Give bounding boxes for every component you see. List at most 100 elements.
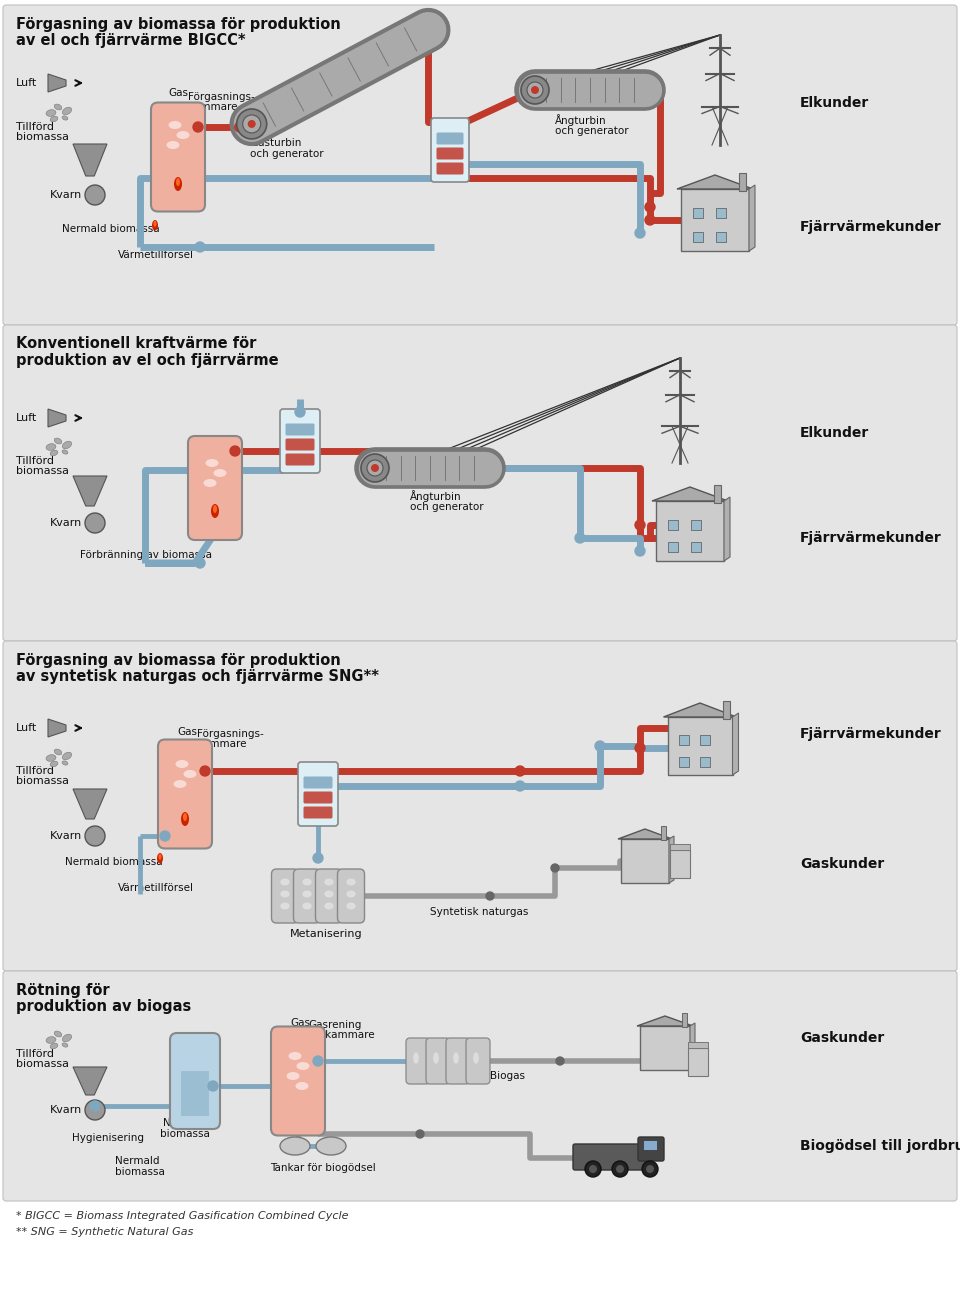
FancyBboxPatch shape <box>316 870 343 923</box>
FancyBboxPatch shape <box>3 970 957 1201</box>
Circle shape <box>521 76 549 104</box>
Bar <box>668 519 678 529</box>
Circle shape <box>635 546 645 556</box>
Text: Ångturbin: Ångturbin <box>410 490 462 502</box>
Bar <box>682 1013 687 1027</box>
Ellipse shape <box>297 1062 309 1070</box>
Text: kammare: kammare <box>201 466 251 476</box>
Ellipse shape <box>46 444 56 450</box>
Polygon shape <box>663 703 736 717</box>
Ellipse shape <box>46 110 56 116</box>
Text: Förgasning av biomassa för produktion: Förgasning av biomassa för produktion <box>16 17 341 31</box>
Ellipse shape <box>174 177 182 192</box>
Ellipse shape <box>46 754 56 761</box>
Ellipse shape <box>176 179 180 186</box>
Circle shape <box>200 766 210 776</box>
Text: Ångturbin: Ångturbin <box>555 114 607 126</box>
Text: Fjärrvärmekunder: Fjärrvärmekunder <box>800 220 942 234</box>
Circle shape <box>585 1161 601 1178</box>
Circle shape <box>160 831 170 841</box>
Bar <box>714 485 721 503</box>
Ellipse shape <box>62 1034 72 1042</box>
Ellipse shape <box>50 450 58 455</box>
Polygon shape <box>48 409 66 427</box>
Ellipse shape <box>54 1031 61 1036</box>
Text: Värmetillförsel: Värmetillförsel <box>118 250 194 260</box>
Circle shape <box>313 853 323 863</box>
Text: ** SNG = Synthetic Natural Gas: ** SNG = Synthetic Natural Gas <box>16 1227 193 1237</box>
Ellipse shape <box>62 107 72 115</box>
Text: Förgasning av biomassa för produktion: Förgasning av biomassa för produktion <box>16 652 341 668</box>
Ellipse shape <box>453 1052 459 1064</box>
Text: biomassa: biomassa <box>115 1167 165 1178</box>
Circle shape <box>195 242 205 252</box>
Ellipse shape <box>302 890 312 898</box>
FancyBboxPatch shape <box>285 439 315 450</box>
Polygon shape <box>73 144 107 176</box>
Text: Nermald biomassa: Nermald biomassa <box>65 857 162 867</box>
Polygon shape <box>732 713 738 775</box>
Circle shape <box>645 202 655 212</box>
Ellipse shape <box>50 1043 58 1049</box>
Text: Tankar för biogödsel: Tankar för biogödsel <box>270 1163 375 1172</box>
Ellipse shape <box>50 761 58 767</box>
Text: Tillförd: Tillförd <box>16 122 54 132</box>
Text: Tillförd: Tillförd <box>16 455 54 466</box>
FancyBboxPatch shape <box>3 325 957 641</box>
Circle shape <box>195 558 205 568</box>
Ellipse shape <box>181 813 189 826</box>
Text: Gasrening: Gasrening <box>308 1020 361 1030</box>
Ellipse shape <box>473 1052 479 1064</box>
Bar <box>640 1026 690 1070</box>
Text: Konventionell kraftvärme för: Konventionell kraftvärme för <box>16 336 256 352</box>
Ellipse shape <box>54 749 61 754</box>
Text: Tillförd: Tillförd <box>16 766 54 776</box>
Ellipse shape <box>289 1052 301 1060</box>
Text: Fjärrvärmekunder: Fjärrvärmekunder <box>800 727 942 741</box>
Circle shape <box>527 82 543 98</box>
Text: Kvarn: Kvarn <box>50 1105 83 1115</box>
Bar <box>688 1048 708 1077</box>
Text: Metanisering: Metanisering <box>290 929 363 939</box>
Circle shape <box>551 864 559 872</box>
Text: kammare: kammare <box>188 102 237 113</box>
Bar <box>668 542 678 553</box>
Text: Elkunder: Elkunder <box>800 426 869 440</box>
FancyBboxPatch shape <box>170 1033 220 1128</box>
Circle shape <box>612 1161 628 1178</box>
FancyBboxPatch shape <box>406 1038 430 1084</box>
Circle shape <box>642 1161 658 1178</box>
Ellipse shape <box>324 879 334 885</box>
Circle shape <box>515 766 525 776</box>
FancyBboxPatch shape <box>303 806 332 819</box>
Polygon shape <box>690 1024 695 1070</box>
Ellipse shape <box>316 1137 346 1156</box>
Text: produktion av el och fjärrvärme: produktion av el och fjärrvärme <box>16 352 278 367</box>
Circle shape <box>371 465 379 472</box>
FancyBboxPatch shape <box>158 739 212 849</box>
FancyBboxPatch shape <box>638 1137 664 1161</box>
Ellipse shape <box>54 104 61 110</box>
Circle shape <box>85 512 105 533</box>
Circle shape <box>361 454 389 481</box>
Circle shape <box>85 1100 105 1121</box>
Circle shape <box>646 1165 654 1172</box>
Text: Luft: Luft <box>16 723 37 732</box>
Bar <box>739 173 746 192</box>
Ellipse shape <box>177 131 189 138</box>
Ellipse shape <box>54 439 61 444</box>
Circle shape <box>635 743 645 753</box>
Circle shape <box>635 228 645 238</box>
FancyBboxPatch shape <box>280 409 320 474</box>
Bar <box>181 1071 209 1115</box>
Circle shape <box>515 782 525 791</box>
FancyBboxPatch shape <box>294 870 321 923</box>
Circle shape <box>367 459 383 476</box>
FancyBboxPatch shape <box>285 453 315 466</box>
Text: Rötning för: Rötning för <box>16 982 109 998</box>
Bar <box>621 839 669 883</box>
FancyBboxPatch shape <box>338 870 365 923</box>
Ellipse shape <box>50 116 58 122</box>
Text: av syntetisk naturgas och fjärrvärme SNG**: av syntetisk naturgas och fjärrvärme SNG… <box>16 669 379 683</box>
Ellipse shape <box>280 890 290 898</box>
